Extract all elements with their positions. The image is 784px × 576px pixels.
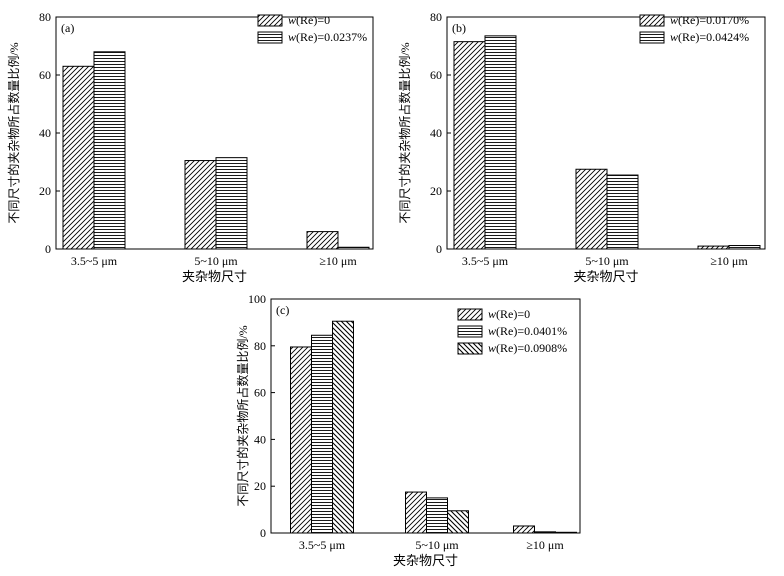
y-tick-label: 100 bbox=[248, 292, 266, 306]
legend-swatch-1 bbox=[457, 308, 483, 321]
y-tick-label: 60 bbox=[254, 386, 266, 400]
y-tick-label: 80 bbox=[430, 10, 442, 24]
bar-1-3 bbox=[513, 525, 535, 534]
x-tick-label: 3.5~5 μm bbox=[299, 538, 346, 552]
legend-swatch-1 bbox=[639, 14, 665, 27]
bar-3-3 bbox=[555, 531, 577, 534]
panel-label: (a) bbox=[61, 21, 74, 35]
y-axis-label: 不同尺寸的夹杂物所占数量比例/% bbox=[397, 42, 412, 223]
y-tick-label: 40 bbox=[39, 126, 51, 140]
y-tick-label: 0 bbox=[45, 242, 51, 256]
panel-label: (b) bbox=[452, 21, 466, 35]
y-tick-label: 40 bbox=[254, 432, 266, 446]
bar-2-3 bbox=[728, 245, 761, 250]
bar-1-1 bbox=[453, 41, 486, 250]
panel-label: (c) bbox=[276, 303, 289, 317]
x-tick-label: ≥10 μm bbox=[319, 254, 357, 268]
x-tick-label: 5~10 μm bbox=[194, 254, 238, 268]
bar-1-3 bbox=[697, 245, 730, 250]
y-tick-label: 20 bbox=[430, 184, 442, 198]
y-tick-label: 60 bbox=[39, 68, 51, 82]
legend-label-1: w(Re)=0 bbox=[288, 13, 330, 27]
x-axis-label: 夹杂物尺寸 bbox=[573, 269, 638, 284]
bar-1-2 bbox=[405, 491, 427, 534]
bar-2-2 bbox=[426, 497, 448, 534]
legend-swatch-2 bbox=[257, 31, 283, 44]
y-axis-label: 不同尺寸的夹杂物所占数量比例/% bbox=[235, 325, 250, 506]
chart-panel-b: 0 20 40 60 80 (b) 3.5~5 μm 5~10 μm ≥10 μm 夹杂物尺寸 不同… bbox=[397, 10, 766, 284]
chart-panel-a: 0 20 40 60 80 (a) 3.5~5 μm 5~10 μm ≥10 μm 夹杂物尺寸 不同… bbox=[6, 10, 374, 284]
y-tick-label: 60 bbox=[430, 68, 442, 82]
bar-2-1 bbox=[93, 51, 126, 250]
y-tick-label: 80 bbox=[39, 10, 51, 24]
chart-panel-c: 0 20 40 60 80 100 (c) 3.5~5 μm 5~10 μm ≥10 μm 夹杂物尺… bbox=[235, 292, 581, 568]
legend-swatch-2 bbox=[457, 325, 483, 338]
legend-label-1: w(Re)=0 bbox=[488, 307, 530, 321]
y-tick-label: 80 bbox=[254, 339, 266, 353]
legend-label-2: w(Re)=0.0401% bbox=[488, 324, 567, 338]
legend-swatch-1 bbox=[257, 14, 283, 27]
bar-2-1 bbox=[484, 35, 517, 250]
legend-label-1: w(Re)=0.0170% bbox=[670, 13, 749, 27]
bar-2-1 bbox=[311, 334, 333, 534]
y-tick-label: 40 bbox=[430, 126, 442, 140]
x-tick-label: 5~10 μm bbox=[415, 538, 459, 552]
legend-label-2: w(Re)=0.0424% bbox=[670, 30, 749, 44]
y-tick-label: 0 bbox=[260, 526, 266, 540]
bar-1-1 bbox=[290, 346, 312, 534]
x-tick-label: 5~10 μm bbox=[585, 254, 629, 268]
y-axis-label: 不同尺寸的夹杂物所占数量比例/% bbox=[6, 42, 21, 223]
bar-2-3 bbox=[534, 531, 556, 534]
x-tick-label: 3.5~5 μm bbox=[71, 254, 118, 268]
x-axis-label: 夹杂物尺寸 bbox=[393, 553, 458, 568]
x-axis-label: 夹杂物尺寸 bbox=[182, 269, 247, 284]
x-tick-label: ≥10 μm bbox=[526, 538, 564, 552]
bar-1-1 bbox=[62, 65, 95, 250]
x-tick-label: ≥10 μm bbox=[710, 254, 748, 268]
y-tick-label: 20 bbox=[39, 184, 51, 198]
bar-1-3 bbox=[306, 231, 339, 250]
legend-swatch-3 bbox=[457, 342, 483, 355]
bar-3-2 bbox=[447, 510, 469, 534]
bar-1-2 bbox=[184, 160, 217, 250]
bar-1-2 bbox=[575, 168, 608, 250]
y-tick-label: 20 bbox=[254, 479, 266, 493]
legend-swatch-2 bbox=[639, 31, 665, 44]
legend-label-3: w(Re)=0.0908% bbox=[488, 341, 567, 355]
bar-3-1 bbox=[332, 320, 354, 534]
bar-2-2 bbox=[606, 174, 639, 250]
legend-label-2: w(Re)=0.0237% bbox=[288, 30, 367, 44]
x-tick-label: 3.5~5 μm bbox=[462, 254, 509, 268]
bar-2-2 bbox=[215, 157, 248, 250]
y-tick-label: 0 bbox=[436, 242, 442, 256]
bar-2-3 bbox=[337, 246, 370, 250]
